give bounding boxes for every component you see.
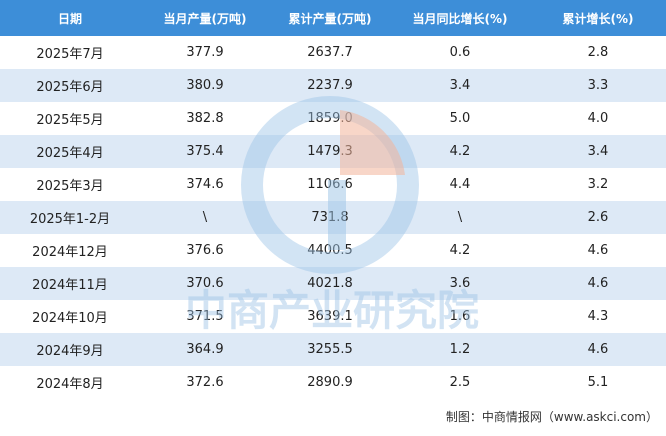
table-cell: 4.3 bbox=[587, 309, 609, 324]
table-cell: 3.6 bbox=[449, 276, 471, 291]
source-note: 制图：中商情报网（www.askci.com） bbox=[445, 410, 658, 424]
table-cell: 2024年10月 bbox=[32, 311, 108, 326]
table-row: 2025年3月 374.6 1106.6 4.4 3.2 bbox=[0, 168, 666, 201]
table-row: 2025年5月 382.8 1859.0 5.0 4.0 bbox=[0, 102, 666, 135]
header-cell: 累计产量(万吨) bbox=[288, 11, 372, 26]
table-row: 2024年11月 370.6 4021.8 3.6 4.6 bbox=[0, 267, 666, 300]
table-cell: 3.3 bbox=[587, 78, 609, 93]
header-cell: 累计增长(%) bbox=[562, 11, 634, 26]
table-cell: 4.2 bbox=[449, 144, 471, 159]
table-row: 2025年1-2月 \ 731.8 \ 2.6 bbox=[0, 201, 666, 234]
table-cell: 5.0 bbox=[449, 111, 471, 126]
table-cell: 4.4 bbox=[449, 177, 471, 192]
table-row: 2025年7月 377.9 2637.7 0.6 2.8 bbox=[0, 36, 666, 69]
table-row: 2024年12月 376.6 4400.5 4.2 4.6 bbox=[0, 234, 666, 267]
table-cell: 374.6 bbox=[186, 177, 224, 192]
table-cell: 2025年6月 bbox=[36, 80, 104, 95]
table-cell: 1.6 bbox=[449, 309, 471, 324]
table-cell: 2024年8月 bbox=[36, 377, 104, 392]
table-cell: 371.5 bbox=[186, 309, 224, 324]
header-row: 日期 当月产量(万吨) 累计产量(万吨) 当月同比增长(%) 累计增长(%) bbox=[0, 0, 666, 36]
table-cell: 731.8 bbox=[311, 210, 349, 225]
header-cell: 当月同比增长(%) bbox=[412, 11, 508, 26]
table-cell: 2025年1-2月 bbox=[29, 212, 111, 227]
table-cell: 2024年11月 bbox=[32, 278, 108, 293]
table-cell: 5.1 bbox=[587, 375, 609, 390]
table-cell: 3.4 bbox=[449, 78, 471, 93]
table-cell: 2024年12月 bbox=[32, 245, 108, 260]
table-cell: 4.6 bbox=[587, 276, 609, 291]
table-cell: 2024年9月 bbox=[36, 344, 104, 359]
table-cell: 2.8 bbox=[587, 45, 609, 60]
table-row: 2025年4月 375.4 1479.3 4.2 3.4 bbox=[0, 135, 666, 168]
table-cell: 2.5 bbox=[449, 375, 471, 390]
table-cell: 2025年5月 bbox=[36, 113, 104, 128]
table-cell: 2025年3月 bbox=[36, 179, 104, 194]
table-row: 2024年10月 371.5 3639.1 1.6 4.3 bbox=[0, 300, 666, 333]
table-cell: 370.6 bbox=[186, 276, 224, 291]
table-cell: 1859.0 bbox=[307, 111, 353, 126]
table-cell: 377.9 bbox=[186, 45, 224, 60]
table-cell: 1479.3 bbox=[307, 144, 353, 159]
header-cell: 当月产量(万吨) bbox=[163, 11, 247, 26]
table-cell: 3639.1 bbox=[307, 309, 353, 324]
table-cell: 380.9 bbox=[186, 78, 224, 93]
table-cell: 4.6 bbox=[587, 243, 609, 258]
table-row: 2024年9月 364.9 3255.5 1.2 4.6 bbox=[0, 333, 666, 366]
table-cell: \ bbox=[202, 210, 208, 225]
table-row: 2025年6月 380.9 2237.9 3.4 3.3 bbox=[0, 69, 666, 102]
table-cell: 4.0 bbox=[587, 111, 609, 126]
table-cell: 3.2 bbox=[587, 177, 609, 192]
data-table: 日期 当月产量(万吨) 累计产量(万吨) 当月同比增长(%) 累计增长(%) 2025年7… bbox=[0, 0, 666, 399]
table-cell: 364.9 bbox=[186, 342, 224, 357]
table-cell: 1106.6 bbox=[307, 177, 353, 192]
header-cell: 日期 bbox=[57, 11, 82, 26]
table-cell: 4400.5 bbox=[307, 243, 353, 258]
table-cell: 2025年7月 bbox=[36, 47, 104, 62]
table-cell: 372.6 bbox=[186, 375, 224, 390]
table-cell: 2025年4月 bbox=[36, 146, 104, 161]
table-row: 2024年8月 372.6 2890.9 2.5 5.1 bbox=[0, 366, 666, 399]
table-cell: 3.4 bbox=[587, 144, 609, 159]
table-cell: 2237.9 bbox=[307, 78, 353, 93]
table-cell: 2890.9 bbox=[307, 375, 353, 390]
table-cell: 4.2 bbox=[449, 243, 471, 258]
table-cell: 4021.8 bbox=[307, 276, 353, 291]
table-cell: \ bbox=[457, 210, 463, 225]
table-cell: 3255.5 bbox=[307, 342, 353, 357]
table-cell: 4.6 bbox=[587, 342, 609, 357]
table-cell: 382.8 bbox=[186, 111, 224, 126]
table-cell: 376.6 bbox=[186, 243, 224, 258]
table-cell: 0.6 bbox=[449, 45, 471, 60]
table-cell: 2.6 bbox=[587, 210, 609, 225]
table-cell: 1.2 bbox=[449, 342, 471, 357]
table-cell: 375.4 bbox=[186, 144, 224, 159]
table-cell: 2637.7 bbox=[307, 45, 353, 60]
